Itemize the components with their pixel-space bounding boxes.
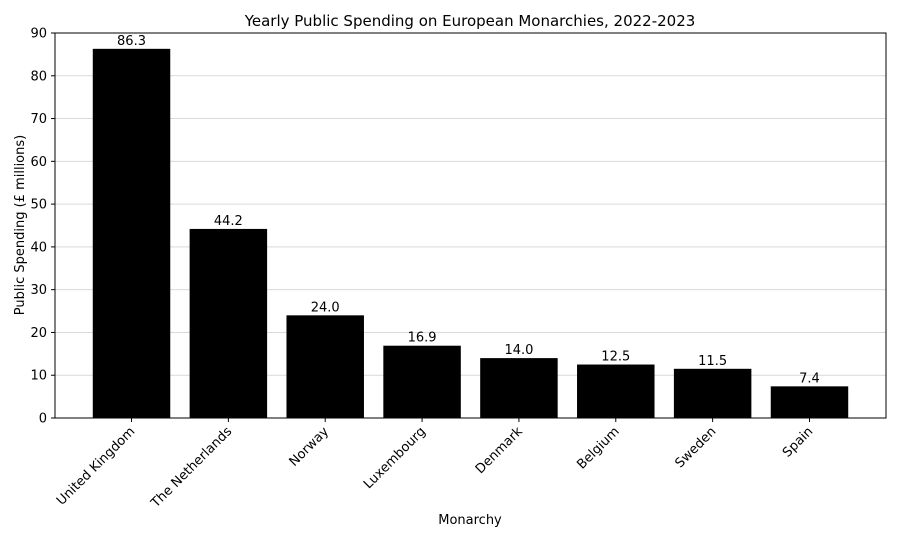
y-tick-label: 90 (30, 27, 47, 42)
data-label: 11.5 (698, 354, 727, 369)
y-axis-label: Public Spending (£ millions) (13, 135, 28, 315)
data-label: 24.0 (311, 300, 340, 315)
x-tick-label: Luxembourg (361, 424, 429, 492)
y-tick-label: 10 (30, 369, 47, 384)
data-label: 86.3 (117, 34, 146, 49)
x-tick-label: United Kingdom (54, 424, 138, 508)
bar (480, 358, 558, 418)
bar (189, 228, 268, 418)
y-tick-label: 20 (30, 326, 47, 341)
bar (92, 48, 171, 418)
x-tick-label: Denmark (473, 424, 526, 477)
data-label: 12.5 (601, 350, 630, 365)
y-tick-label: 0 (39, 412, 47, 427)
y-tick-label: 30 (30, 283, 47, 298)
x-tick-label: Spain (780, 424, 816, 460)
data-label: 44.2 (214, 214, 243, 229)
x-axis-label: Monarchy (438, 513, 502, 528)
data-label: 7.4 (799, 371, 820, 386)
data-label: 16.9 (408, 331, 437, 346)
x-tick-label: The Netherlands (148, 424, 236, 512)
bar (770, 386, 849, 418)
chart-title: Yearly Public Spending on European Monar… (244, 12, 696, 30)
y-tick-label: 80 (30, 69, 47, 84)
plot-frame (54, 32, 887, 419)
bar (383, 345, 461, 418)
x-tick-label: Belgium (574, 424, 622, 472)
x-tick-label: Sweden (673, 424, 720, 471)
bar (673, 368, 752, 418)
bar (577, 364, 655, 418)
y-tick-label: 70 (30, 112, 47, 127)
y-tick-label: 50 (30, 198, 47, 213)
y-tick-label: 60 (30, 155, 47, 170)
x-tick-label: Norway (287, 424, 333, 470)
data-label: 14.0 (504, 343, 533, 358)
y-tick-label: 40 (30, 240, 47, 255)
bar (286, 315, 364, 418)
